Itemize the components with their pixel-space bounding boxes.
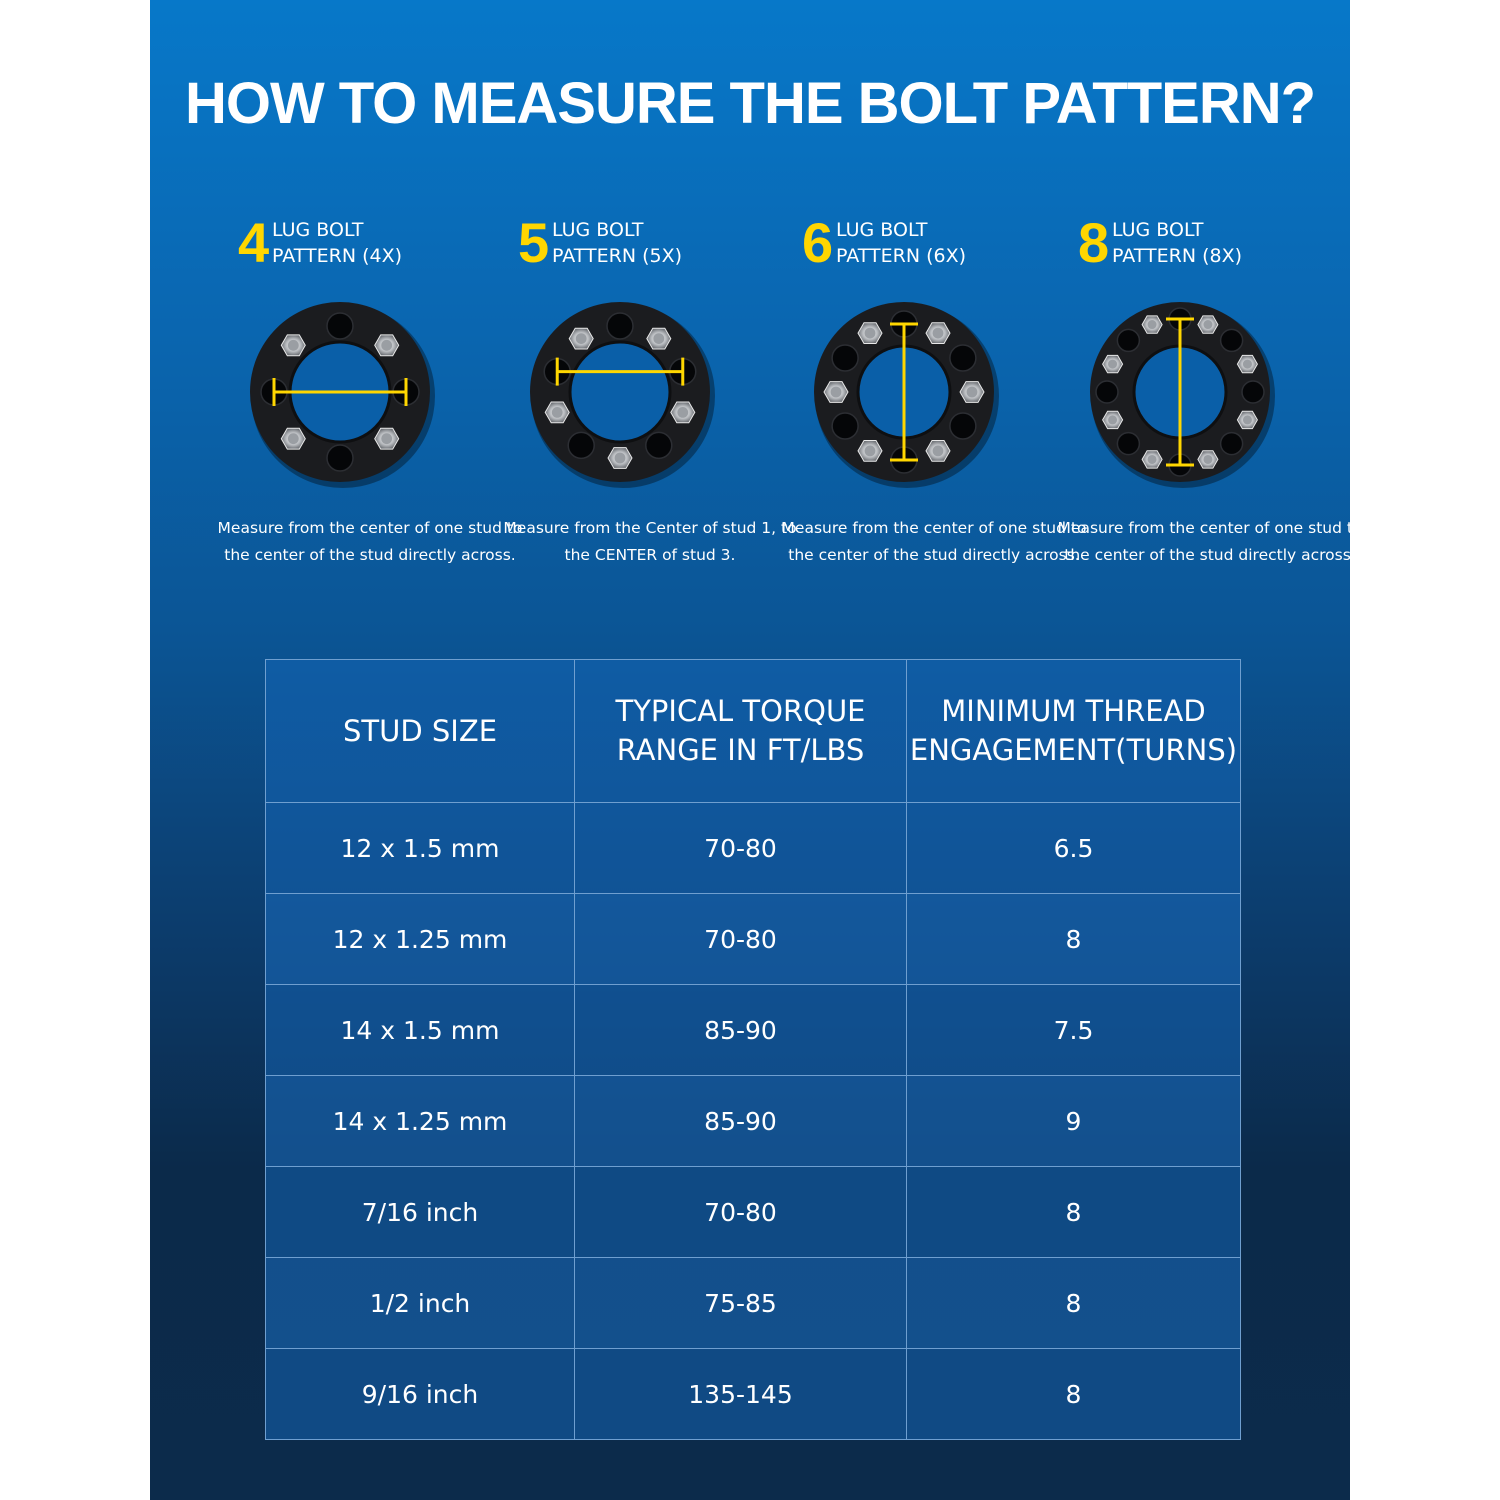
wheel-spacer-4-lug-image [250, 302, 435, 488]
stud-tip [1147, 320, 1157, 330]
lug-number: 5 [518, 211, 550, 274]
bolt-hole [949, 344, 977, 372]
pattern-label: LUG BOLT PATTERN (8X) [1112, 219, 1243, 267]
header-thread-engagement: MINIMUM THREAD ENGAGEMENT(TURNS) [906, 659, 1241, 803]
table-row: 12 x 1.25 mm 70-80 8 [265, 893, 1241, 985]
stud-tip [864, 327, 876, 339]
pattern-label: LUG BOLT PATTERN (5X) [552, 219, 683, 267]
stud-tip [966, 386, 978, 398]
table-row: 14 x 1.5 mm 85-90 7.5 [265, 984, 1241, 1076]
stud-tip [287, 433, 299, 445]
table-row: 1/2 inch 75-85 8 [265, 1257, 1241, 1349]
table-row: 12 x 1.5 mm 70-80 6.5 [265, 802, 1241, 894]
thread-engagement-cell: 8 [906, 1257, 1241, 1349]
bolt-hole [606, 312, 634, 340]
lug-number: 8 [1078, 211, 1110, 274]
bolt-hole [949, 412, 977, 440]
thread-engagement-cell: 8 [906, 1166, 1241, 1258]
wheel-spacer-5-lug-image [530, 302, 715, 488]
stud-tip [381, 339, 393, 351]
stud-tip [1108, 415, 1118, 425]
torque-range-cell: 135-145 [574, 1348, 907, 1440]
lug-number: 6 [802, 211, 834, 274]
stud-tip [614, 452, 626, 464]
infographic-panel: HOW TO MEASURE THE BOLT PATTERN? 4 LUG BO… [150, 0, 1362, 1500]
thread-engagement-cell: 9 [906, 1075, 1241, 1167]
bolt-hole [1241, 380, 1265, 404]
torque-range-cell: 85-90 [574, 1075, 907, 1167]
bolt-hole [326, 312, 354, 340]
bolt-hole [1219, 431, 1244, 456]
stud-tip [830, 386, 842, 398]
bolt-hole [645, 431, 673, 460]
stud-tip [1242, 359, 1252, 369]
stud-tip [864, 445, 876, 457]
wheel-spacer-8-lug-image [1090, 302, 1275, 488]
table-row: 7/16 inch 70-80 8 [265, 1166, 1241, 1258]
bolt-hole [831, 412, 859, 440]
stud-size-cell: 1/2 inch [265, 1257, 575, 1349]
torque-range-cell: 70-80 [574, 893, 907, 985]
thread-engagement-cell: 8 [906, 1348, 1241, 1440]
stud-tip [1108, 359, 1118, 369]
stud-tip [1242, 415, 1252, 425]
pattern-description: Measure from the center of one stud to t… [217, 519, 523, 564]
thread-engagement-cell: 8 [906, 893, 1241, 985]
stud-tip [575, 333, 587, 345]
bolt-hole [831, 344, 859, 372]
header-stud-size: STUD SIZE [265, 659, 575, 803]
stud-size-cell: 12 x 1.25 mm [265, 893, 575, 985]
bolt-hole [1095, 380, 1119, 404]
pattern-description: Measure from the Center of stud 1, to th… [503, 519, 797, 564]
bolt-hole [567, 431, 595, 460]
stud-tip [932, 445, 944, 457]
torque-range-cell: 85-90 [574, 984, 907, 1076]
stud-size-cell: 12 x 1.5 mm [265, 802, 575, 894]
stud-tip [381, 433, 393, 445]
bolt-hole [326, 444, 354, 472]
pattern-description: Measure from the center of one stud to t… [781, 519, 1087, 564]
stud-size-cell: 7/16 inch [265, 1166, 575, 1258]
stud-tip [1203, 454, 1213, 464]
stud-tip [677, 406, 689, 418]
page-title: HOW TO MEASURE THE BOLT PATTERN? [184, 71, 1316, 136]
stud-tip [1147, 454, 1157, 464]
table-row: 9/16 inch 135-145 8 [265, 1348, 1241, 1440]
torque-range-cell: 75-85 [574, 1257, 907, 1349]
stud-size-cell: 9/16 inch [265, 1348, 575, 1440]
bolt-hole [1116, 328, 1141, 353]
stud-tip [653, 333, 665, 345]
table-row: 14 x 1.25 mm 85-90 9 [265, 1075, 1241, 1167]
pattern-description: Measure from the center of one stud to t… [1057, 519, 1363, 564]
wheel-spacer-6-lug-image [814, 302, 999, 488]
pattern-label: LUG BOLT PATTERN (4X) [272, 219, 403, 267]
stud-tip [1203, 320, 1213, 330]
stud-size-cell: 14 x 1.25 mm [265, 1075, 575, 1167]
bolt-hole [1219, 328, 1244, 353]
header-torque-range: TYPICAL TORQUE RANGE IN FT/LBS [574, 659, 907, 803]
torque-range-cell: 70-80 [574, 1166, 907, 1258]
thread-engagement-cell: 7.5 [906, 984, 1241, 1076]
stud-tip [932, 327, 944, 339]
table-header-row: STUD SIZE TYPICAL TORQUE RANGE IN FT/LBS… [265, 659, 1241, 803]
stud-torque-table: STUD SIZE TYPICAL TORQUE RANGE IN FT/LBS… [265, 659, 1241, 1440]
stud-size-cell: 14 x 1.5 mm [265, 984, 575, 1076]
lug-number: 4 [238, 211, 270, 274]
pattern-label: LUG BOLT PATTERN (6X) [836, 219, 967, 267]
center-bore [568, 340, 672, 444]
stud-tip [287, 339, 299, 351]
thread-engagement-cell: 6.5 [906, 802, 1241, 894]
stud-tip [551, 406, 563, 418]
bolt-hole [1116, 431, 1141, 456]
torque-range-cell: 70-80 [574, 802, 907, 894]
